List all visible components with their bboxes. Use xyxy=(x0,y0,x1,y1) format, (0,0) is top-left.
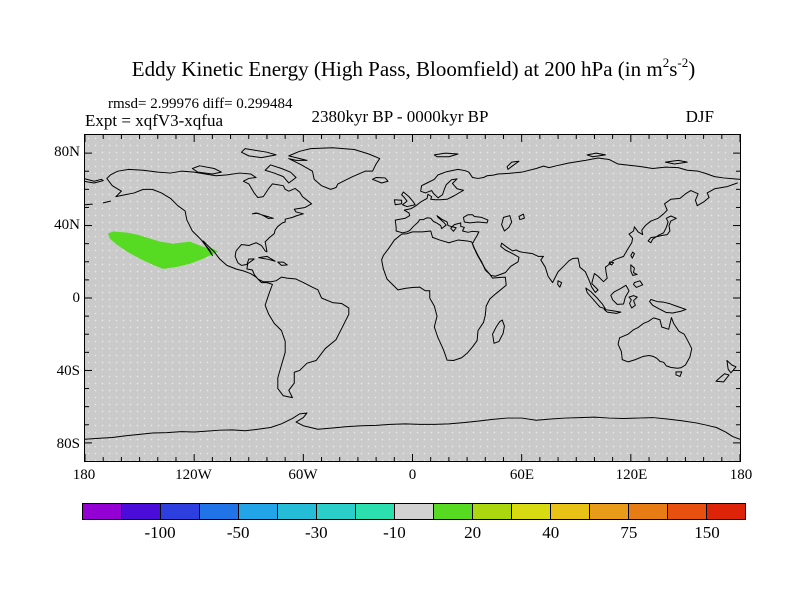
experiment-label: Expt = xqfV3-xqfua xyxy=(85,111,224,130)
season-label: DJF xyxy=(685,107,714,126)
colorbar-tick-label: -100 xyxy=(144,523,176,542)
coastline-path xyxy=(628,295,638,309)
coastline-path xyxy=(393,199,403,206)
plot-title: Eddy Kinetic Energy (High Pass, Bloomfie… xyxy=(85,55,742,82)
colorbar-segment xyxy=(160,504,199,519)
coastline-path xyxy=(630,251,635,259)
coastline-path xyxy=(433,152,459,158)
colorbar xyxy=(82,503,746,520)
coastline-path xyxy=(586,152,606,158)
plot-title-close-paren: ) xyxy=(688,57,696,81)
colorbar-tick-label: 20 xyxy=(464,523,482,542)
latitude-tick-label: 40N xyxy=(54,217,80,234)
colorbar-segment xyxy=(121,504,160,519)
colorbar-segment xyxy=(277,504,316,519)
colorbar-tick-label: -50 xyxy=(226,523,250,542)
longitude-tick-label: 0 xyxy=(408,467,417,483)
longitude-tick-label: 60E xyxy=(509,467,535,483)
colorbar-segment xyxy=(433,504,472,519)
coastline-path xyxy=(401,191,416,208)
coastline-path xyxy=(106,168,350,399)
coastline-path xyxy=(649,298,687,314)
coastline-path xyxy=(647,215,677,244)
coastline-path xyxy=(394,182,738,294)
colorbar-segment xyxy=(667,504,706,519)
plot-title-main: Eddy Kinetic Energy (High Pass, Bloomfie… xyxy=(131,57,663,81)
plot-title-unit-s: s xyxy=(669,57,678,81)
colorbar-segment xyxy=(511,504,550,519)
colorbar-segment xyxy=(238,504,277,519)
coastline-path xyxy=(726,360,737,374)
colorbar-segment xyxy=(472,504,511,519)
longitude-tick-label: 180 xyxy=(729,467,753,483)
longitude-tick-label: 180 xyxy=(72,467,96,483)
colorbar-tick-label: 75 xyxy=(620,523,638,542)
colorbar-tick-label: -10 xyxy=(383,523,406,542)
coastline-path xyxy=(85,203,93,206)
coastline-layer xyxy=(85,147,740,440)
coastline-path xyxy=(603,308,622,314)
longitude-tick-label: 120W xyxy=(175,467,212,483)
coastline-path xyxy=(585,287,606,310)
coastline-path xyxy=(617,317,693,369)
coastline-path xyxy=(191,165,222,175)
colorbar-segment xyxy=(706,504,745,519)
longitude-tick-label: 120E xyxy=(615,467,648,483)
colorbar-segment xyxy=(589,504,628,519)
coastline-path xyxy=(403,157,740,214)
coastline-path xyxy=(633,280,644,288)
coastline-path xyxy=(251,212,274,220)
colorbar-segment xyxy=(550,504,589,519)
world-map-svg xyxy=(85,135,740,461)
colorbar-tick-label: 40 xyxy=(542,523,560,542)
anomaly-layer xyxy=(107,231,218,269)
colorbar-tick-label: -30 xyxy=(305,523,328,542)
colorbar-segment xyxy=(394,504,433,519)
coastline-path xyxy=(630,264,638,276)
coastline-path xyxy=(85,178,104,184)
colorbar-segment xyxy=(628,504,667,519)
coastline-path xyxy=(518,213,525,221)
colorbar-segment xyxy=(355,504,394,519)
coastline-path xyxy=(506,160,520,170)
coastline-path xyxy=(102,200,112,204)
coastline-path xyxy=(288,147,381,190)
coastline-path xyxy=(715,373,730,383)
latitude-tick-label: 40S xyxy=(56,362,80,379)
coastline-path xyxy=(501,215,513,232)
latitude-tick-label: 0 xyxy=(72,290,81,306)
coastline-path xyxy=(85,412,740,440)
longitude-tick-label: 60W xyxy=(288,467,318,483)
rmsd-diff-stats: rmsd= 2.99976 diff= 0.299484 xyxy=(108,96,293,112)
colorbar-segment xyxy=(199,504,238,519)
plot-title-superscript-minus2: -2 xyxy=(677,55,689,70)
map-ticks xyxy=(85,135,740,461)
coastline-path xyxy=(610,284,630,305)
coastline-path xyxy=(372,177,389,184)
coastline-path xyxy=(664,159,688,165)
colorbar-segment xyxy=(316,504,355,519)
colorbar-tick-label: 150 xyxy=(694,523,720,542)
coastline-path xyxy=(240,148,277,159)
coastline-path xyxy=(675,371,683,377)
coastline-path xyxy=(492,319,505,344)
world-map-panel xyxy=(84,134,741,462)
coastline-path xyxy=(462,214,489,224)
coastline-path xyxy=(277,261,288,266)
coastline-path xyxy=(381,230,507,362)
latitude-tick-label: 80N xyxy=(54,144,80,161)
colorbar-segment xyxy=(83,504,121,519)
anomaly-region xyxy=(107,231,218,269)
coastline-path xyxy=(258,255,276,262)
coastline-path xyxy=(264,164,297,184)
coastline-path xyxy=(557,280,563,288)
period-label: 2380kyr BP - 0000kyr BP xyxy=(311,107,489,126)
coastline-path xyxy=(608,261,615,266)
latitude-tick-label: 80S xyxy=(56,435,80,452)
plot-title-superscript-2: 2 xyxy=(662,55,670,70)
